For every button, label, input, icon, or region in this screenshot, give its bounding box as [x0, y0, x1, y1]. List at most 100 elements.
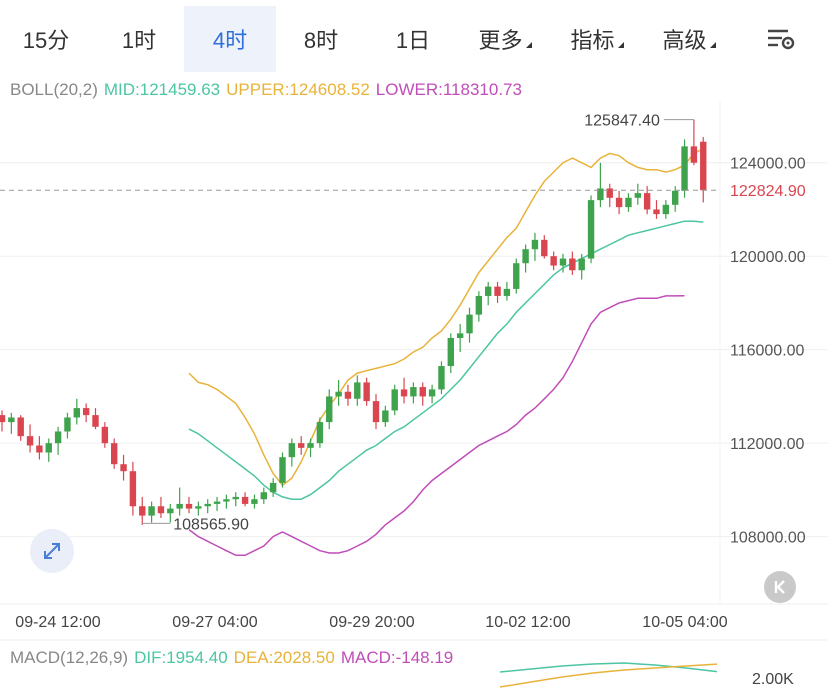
- dropdown-triangle-icon: [617, 42, 624, 48]
- candle-body: [148, 506, 155, 516]
- candle-body: [232, 496, 239, 500]
- x-tick-label: 09-24 12:00: [15, 614, 101, 631]
- candle-body: [578, 258, 585, 271]
- candle-body: [587, 200, 595, 259]
- candle-body: [36, 445, 43, 453]
- tab-label: 高级: [662, 28, 707, 53]
- candle-body: [428, 389, 436, 397]
- tab-label: 指标: [570, 28, 615, 53]
- y-tick-label: 120000.00: [730, 249, 806, 266]
- candle-body: [157, 506, 165, 514]
- candle-body: [606, 188, 613, 198]
- candle-body: [8, 417, 15, 423]
- candle-body: [298, 443, 305, 448]
- chart-settings-icon: [768, 29, 795, 50]
- candle-body: [550, 256, 557, 266]
- scroll-to-latest-button[interactable]: [764, 571, 796, 603]
- y-tick-label: 124000.00: [730, 156, 806, 173]
- boll-legend-lower: LOWER:118310.73: [375, 80, 522, 99]
- y-tick-label: 112000.00: [730, 436, 805, 453]
- tab-label: 4时: [212, 28, 248, 53]
- tab-label: 1日: [395, 28, 431, 53]
- macd-legend: MACD(12,26,9) DIF:1954.40 DEA:2028.50 MACD:…: [10, 648, 459, 668]
- candle-body: [475, 295, 483, 315]
- candle-body: [241, 496, 249, 504]
- candle-body: [279, 457, 286, 483]
- y-tick-label: 108000.00: [730, 530, 806, 547]
- candle-body: [120, 464, 127, 472]
- boll-legend: BOLL(20,2) MID:121459.63 UPPER:124608.52 LO…: [10, 80, 528, 100]
- boll-upper-line: [188, 148, 704, 487]
- tab-2[interactable]: 1时: [93, 6, 185, 72]
- candle-body: [204, 503, 211, 507]
- candle-body: [662, 204, 670, 215]
- tab-4[interactable]: 8时: [275, 6, 367, 72]
- candle-body: [466, 314, 473, 334]
- low-price-label: 108565.90: [173, 516, 249, 533]
- candle-body: [391, 389, 398, 411]
- tab-1[interactable]: 15分: [0, 6, 92, 72]
- candle-body: [73, 408, 80, 418]
- boll-legend-name: BOLL(20,2): [10, 80, 98, 99]
- candle-body: [653, 209, 660, 215]
- candle-body: [681, 146, 688, 191]
- dropdown-triangle-icon: [525, 42, 532, 48]
- last-price-label: 122824.90: [730, 183, 806, 200]
- macd-legend-dif: DIF:1954.40: [134, 648, 228, 667]
- expand-chart-button[interactable]: [30, 529, 74, 573]
- high-price-label: 125847.40: [584, 113, 660, 130]
- tab-3[interactable]: 4时: [184, 6, 276, 72]
- candle-body: [26, 436, 34, 446]
- candle-body: [438, 366, 445, 390]
- candle-body: [326, 396, 333, 423]
- scroll-to-latest-icon: [774, 580, 785, 594]
- candle-body: [485, 286, 492, 296]
- tab-7[interactable]: 指标: [551, 6, 643, 72]
- chart-settings-button[interactable]: [762, 22, 798, 54]
- candle-body: [64, 417, 71, 432]
- candle-body: [176, 503, 183, 509]
- candle-body: [260, 492, 267, 500]
- candle-body: [111, 443, 118, 465]
- macd-dif-line: [499, 662, 718, 673]
- candle-body: [195, 506, 202, 509]
- candle-body: [354, 382, 361, 399]
- candle-body: [92, 415, 99, 427]
- macd-dea-line: [499, 663, 718, 688]
- candle-body: [372, 401, 380, 423]
- candle-body: [269, 482, 277, 493]
- boll-legend-mid: MID:121459.63: [103, 80, 221, 99]
- candle-body: [213, 501, 221, 504]
- x-tick-label: 09-27 04:00: [172, 614, 258, 631]
- candle-body: [400, 389, 408, 397]
- candle-body: [522, 249, 529, 264]
- boll-lower-line: [188, 294, 685, 557]
- candle-body: [625, 197, 632, 208]
- tab-5[interactable]: 1日: [367, 6, 459, 72]
- candle-body: [541, 239, 548, 257]
- candle-body: [316, 422, 324, 444]
- candle-body: [129, 471, 137, 507]
- dropdown-triangle-icon: [709, 42, 716, 48]
- tab-label: 8时: [303, 28, 339, 53]
- candle-body: [569, 258, 576, 271]
- expand-icon: [44, 543, 60, 559]
- candle-body: [167, 508, 174, 514]
- candle-body: [45, 443, 52, 453]
- candle-body: [363, 382, 370, 402]
- tab-label: 更多: [478, 28, 523, 53]
- candle-body: [447, 338, 454, 367]
- tab-6[interactable]: 更多: [459, 6, 551, 72]
- candle-body: [456, 333, 464, 338]
- candle-body: [531, 239, 539, 250]
- macd-legend-dea: DEA:2028.50: [233, 648, 335, 667]
- tab-label: 1时: [121, 28, 157, 53]
- tab-8[interactable]: 高级: [643, 6, 735, 72]
- boll-legend-upper: UPPER:124608.52: [226, 80, 370, 99]
- candle-body: [0, 415, 6, 423]
- candle-body: [82, 408, 90, 416]
- candle-body: [494, 286, 501, 296]
- macd-legend-macd: MACD:-148.19: [340, 648, 454, 667]
- macd-y-tick-label: 2.00K: [752, 671, 794, 688]
